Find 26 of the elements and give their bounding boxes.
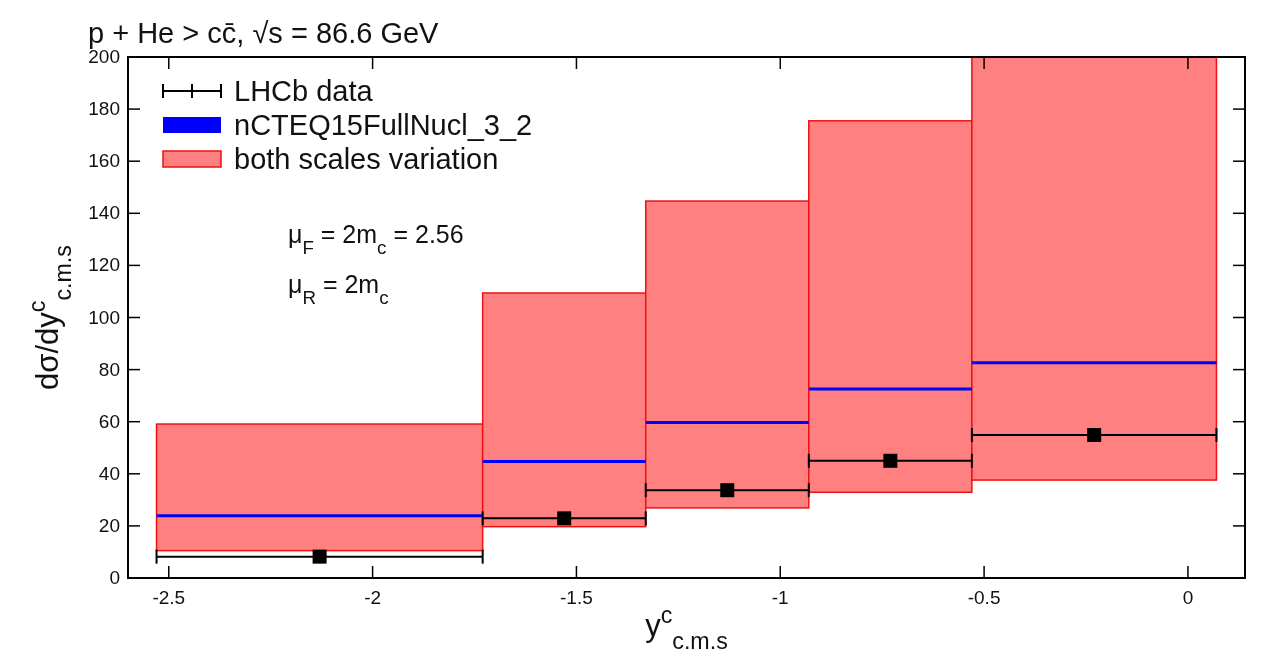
y-tick-label: 140 bbox=[88, 202, 120, 224]
y-tick-label: 100 bbox=[88, 306, 120, 328]
annotation: μ$_{R}$ = 2m$_{c}$ bbox=[288, 270, 389, 308]
point bbox=[1087, 427, 1102, 442]
point bbox=[883, 453, 898, 468]
y-tick-label: 60 bbox=[98, 410, 120, 432]
x-tick-label: -2.5 bbox=[152, 587, 186, 608]
y-tick-label: 160 bbox=[88, 150, 120, 172]
x-tick-label: -0.5 bbox=[967, 587, 1001, 608]
point bbox=[720, 483, 735, 498]
y-tick-label: 180 bbox=[88, 98, 120, 120]
annotation: μ$_{F}$ = 2m$_{c}$ = 2.56 bbox=[288, 220, 464, 258]
x-tick-label: -1.5 bbox=[560, 587, 593, 608]
y-tick-label: 80 bbox=[98, 358, 120, 380]
legend-label: nCTEQ15FullNucl_3_2 bbox=[234, 109, 533, 141]
legend-label: LHCb data bbox=[234, 75, 374, 107]
point bbox=[557, 511, 572, 526]
y-tick-label: 20 bbox=[98, 514, 120, 536]
y-tick-label: 0 bbox=[109, 567, 120, 588]
point bbox=[312, 549, 327, 564]
x-tick-label: -1 bbox=[771, 587, 789, 608]
y-tick-label: 40 bbox=[98, 462, 120, 484]
legend-label: both scales variation bbox=[234, 143, 499, 175]
x-tick-label: -2 bbox=[364, 587, 382, 608]
y-tick-label: 120 bbox=[88, 254, 120, 276]
x-tick-label: 0 bbox=[1182, 587, 1194, 608]
